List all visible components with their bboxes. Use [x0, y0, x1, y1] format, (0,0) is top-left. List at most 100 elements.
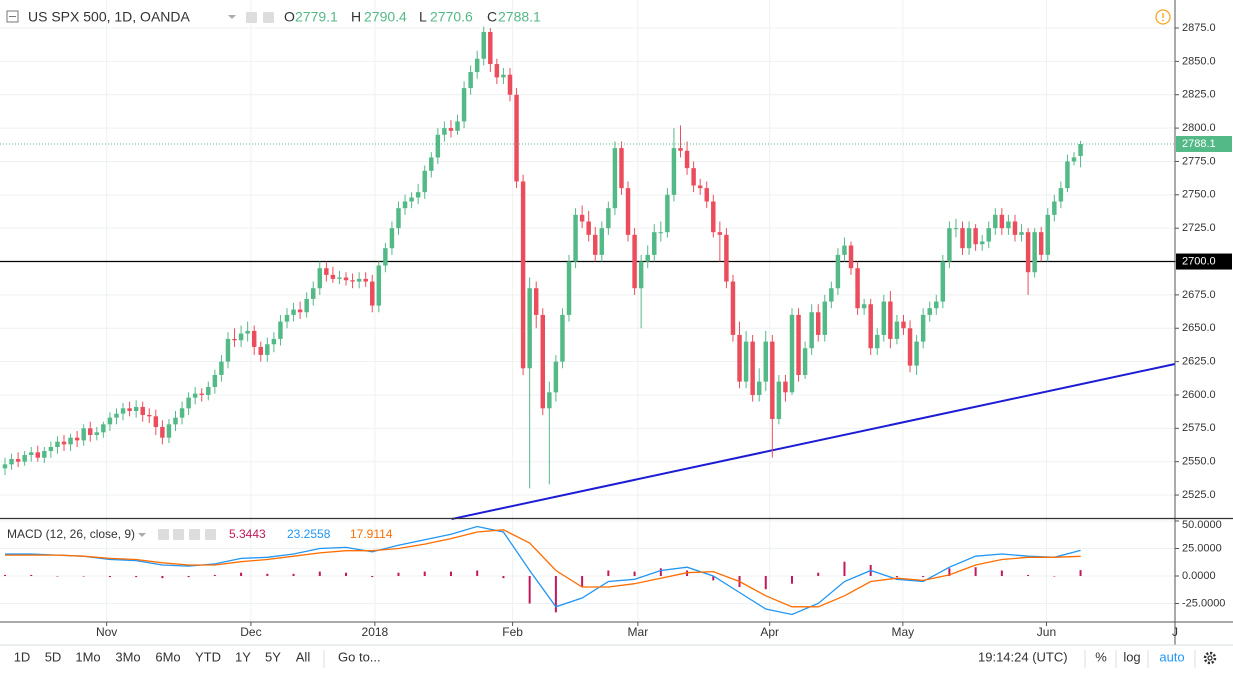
macd-histogram-bar [240, 572, 243, 577]
candle-body [206, 386, 211, 395]
visibility-icon[interactable] [246, 12, 257, 23]
candle-body [35, 452, 41, 458]
macd-histogram-bar [292, 573, 295, 577]
range-button[interactable]: 1Y [235, 649, 251, 664]
candle-body [704, 188, 709, 202]
range-button[interactable]: YTD [195, 649, 221, 664]
settings-icon[interactable] [263, 12, 274, 23]
candle-body [815, 312, 821, 335]
candle-body [363, 278, 368, 282]
collapse-icon[interactable] [6, 10, 19, 23]
settings-gear[interactable] [1203, 651, 1217, 665]
candle-body [81, 428, 86, 441]
range-button[interactable]: 6Mo [155, 649, 180, 664]
candle-body [579, 214, 585, 222]
candle-body [750, 341, 755, 395]
macd-y-tick-label: -25.0000 [1182, 597, 1225, 609]
candle-body [533, 288, 539, 315]
range-button[interactable]: 1D [14, 649, 31, 664]
scale-option[interactable]: log [1123, 649, 1140, 664]
candle-body [68, 437, 73, 445]
range-button[interactable]: 3Mo [115, 649, 140, 664]
macd-line [5, 529, 1081, 608]
macd-histogram-bar [187, 576, 190, 578]
range-button[interactable]: 5D [45, 649, 62, 664]
candle-body [166, 424, 172, 438]
scale-option[interactable]: auto [1159, 649, 1184, 664]
macd-histogram-bar [397, 572, 400, 577]
y-tick-label: 2800.0 [1182, 122, 1216, 134]
goto-button[interactable]: Go to... [338, 649, 381, 664]
candle-body [2, 464, 8, 469]
range-button[interactable]: All [296, 649, 311, 664]
candle-body [638, 261, 644, 289]
price-axis-bg [1175, 0, 1233, 645]
candle-body [1012, 221, 1018, 235]
candle-body [566, 261, 572, 315]
candle-body [953, 228, 959, 230]
candle-body [573, 214, 578, 262]
candle-body [22, 455, 27, 462]
candle-body [993, 214, 998, 229]
macd-y-tick-label: 0.0000 [1182, 570, 1216, 582]
y-tick-label: 2625.0 [1182, 356, 1216, 368]
candle-body [88, 428, 93, 436]
candle-body [665, 194, 670, 233]
range-button[interactable]: 5Y [265, 649, 281, 664]
candle-body [48, 447, 54, 452]
candle-body [330, 274, 336, 279]
symbol-menu-arrow[interactable] [228, 15, 236, 19]
candle-body [691, 168, 696, 186]
candle-body [153, 416, 159, 427]
trendline [451, 363, 1176, 521]
scale-option[interactable]: % [1095, 649, 1107, 664]
candle-body [934, 301, 939, 309]
last-price-badge [1176, 135, 1232, 152]
candle-body [448, 128, 454, 131]
open-value: 2779.1 [295, 9, 338, 25]
candle-body [514, 94, 519, 182]
macd-histogram-bar [1027, 574, 1030, 577]
macd-more-icon[interactable] [205, 529, 216, 540]
macd-histogram-bar [371, 576, 374, 578]
macd-histogram-bar [161, 576, 164, 579]
x-tick-label: Apr [760, 625, 779, 639]
candle-body [317, 268, 323, 289]
info-icon[interactable] [1155, 9, 1171, 25]
candle-body [553, 361, 559, 393]
y-tick-label: 2675.0 [1182, 289, 1216, 301]
x-tick-label: Jun [1037, 625, 1056, 639]
macd-hist-value: 5.3443 [229, 527, 266, 541]
candle-body [343, 277, 349, 281]
candle-body [802, 348, 808, 375]
candle-body [625, 188, 631, 235]
macd-line [5, 525, 1081, 616]
macd-add-icon[interactable] [189, 529, 200, 540]
x-tick-label: J [1172, 625, 1178, 639]
level-label: 2700.0 [1182, 255, 1216, 267]
candle-body [966, 228, 972, 249]
range-button[interactable]: 1Mo [75, 649, 100, 664]
macd-settings-icon[interactable] [173, 529, 184, 540]
candle-body [560, 314, 565, 362]
candle-body [310, 288, 316, 299]
candle-body [1038, 232, 1044, 255]
candle-body [396, 208, 401, 229]
candle-body [140, 406, 145, 415]
candle-body [612, 148, 618, 209]
macd-histogram-bar [554, 576, 557, 613]
macd-visibility-icon[interactable] [158, 529, 169, 540]
candle-body [796, 314, 801, 375]
macd-histogram-bar [266, 573, 269, 577]
candle-body [756, 381, 762, 395]
candle-body [120, 408, 126, 414]
candle-body [101, 424, 106, 433]
y-tick-label: 2825.0 [1182, 89, 1216, 101]
candle-body [999, 214, 1005, 229]
macd-histogram-bar [213, 574, 216, 577]
macd-histogram-bar [345, 572, 348, 577]
macd-histogram-bar [1000, 570, 1003, 577]
macd-menu-arrow[interactable] [138, 533, 146, 537]
macd-histogram-bar [633, 571, 636, 577]
candle-body [356, 278, 362, 282]
